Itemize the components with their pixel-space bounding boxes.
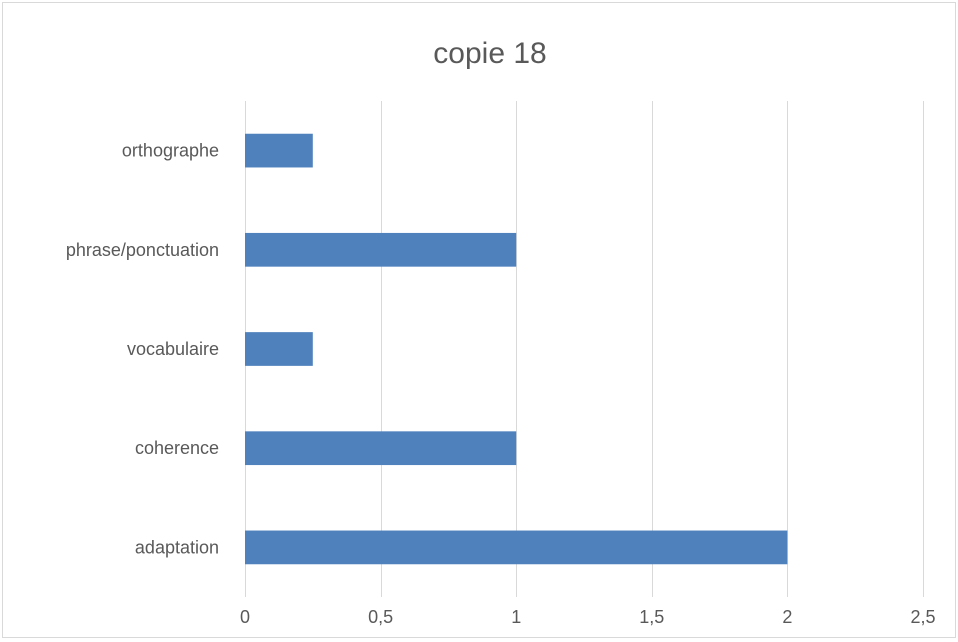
bar-chart: copie 18 orthographe phrase/ponctuation vo…	[66, 37, 936, 627]
x-tick-label: 1,5	[639, 607, 664, 627]
bar-phrase-ponctuation	[245, 232, 517, 267]
category-label: coherence	[135, 438, 219, 458]
bar-vocabulaire	[245, 332, 313, 366]
category-label: orthographe	[122, 141, 219, 161]
x-tick-label: 1	[511, 607, 521, 627]
bar-orthographe	[245, 133, 313, 168]
category-label: adaptation	[135, 537, 219, 557]
bar-adaptation	[245, 530, 788, 565]
x-tick-label: 0,5	[368, 607, 393, 627]
x-tick-label: 2,5	[910, 607, 935, 627]
category-label: phrase/ponctuation	[66, 240, 219, 260]
chart-title: copie 18	[433, 37, 546, 70]
x-tick-label: 2	[782, 607, 792, 627]
gridlines	[245, 101, 924, 597]
x-tick-label: 0	[240, 607, 250, 627]
bars	[245, 133, 788, 565]
x-tick-labels: 0 0,5 1 1,5 2 2,5	[240, 607, 936, 627]
bar-coherence	[245, 431, 517, 466]
category-labels: orthographe phrase/ponctuation vocabulaire…	[66, 141, 219, 558]
category-label: vocabulaire	[127, 339, 219, 359]
